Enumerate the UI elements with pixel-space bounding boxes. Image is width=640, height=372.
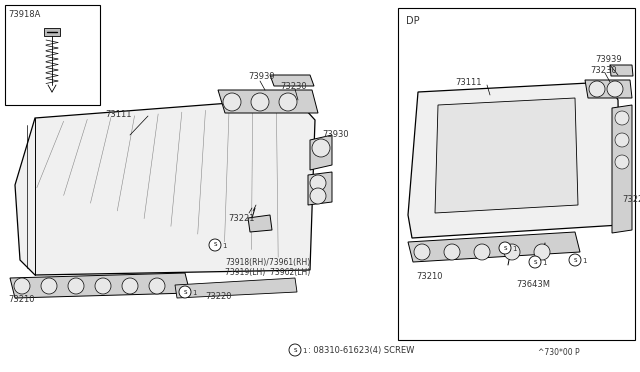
Bar xyxy=(5,5,100,105)
Text: 73210: 73210 xyxy=(416,272,442,281)
Text: : 08310-61623(4) SCREW: : 08310-61623(4) SCREW xyxy=(308,346,414,355)
Bar xyxy=(398,8,635,340)
Circle shape xyxy=(209,239,221,251)
Text: 73230: 73230 xyxy=(280,82,307,91)
Text: 73210: 73210 xyxy=(8,295,35,304)
Circle shape xyxy=(149,278,165,294)
Circle shape xyxy=(444,244,460,260)
Text: DP: DP xyxy=(406,16,420,26)
Circle shape xyxy=(179,286,191,298)
Circle shape xyxy=(607,81,623,97)
Circle shape xyxy=(310,175,326,191)
Text: 73939: 73939 xyxy=(595,55,621,64)
Circle shape xyxy=(41,278,57,294)
Text: S: S xyxy=(533,260,537,264)
Polygon shape xyxy=(310,135,332,170)
Text: S: S xyxy=(573,257,577,263)
Polygon shape xyxy=(218,90,318,113)
Polygon shape xyxy=(435,98,578,213)
Circle shape xyxy=(14,278,30,294)
Circle shape xyxy=(615,133,629,147)
Text: 73111: 73111 xyxy=(105,110,131,119)
Text: 73918A: 73918A xyxy=(8,10,40,19)
Circle shape xyxy=(529,256,541,268)
Polygon shape xyxy=(612,105,632,233)
Text: 1: 1 xyxy=(302,348,307,354)
Text: S: S xyxy=(503,246,507,250)
Circle shape xyxy=(615,155,629,169)
Circle shape xyxy=(499,242,511,254)
Polygon shape xyxy=(270,75,314,86)
Circle shape xyxy=(589,81,605,97)
Text: 73939: 73939 xyxy=(248,72,275,81)
Circle shape xyxy=(223,93,241,111)
Text: 73111: 73111 xyxy=(455,78,481,87)
Polygon shape xyxy=(248,215,272,232)
Text: S: S xyxy=(213,243,217,247)
Polygon shape xyxy=(10,273,190,298)
Circle shape xyxy=(95,278,111,294)
Polygon shape xyxy=(308,172,332,205)
Text: 73230: 73230 xyxy=(590,66,616,75)
Circle shape xyxy=(615,111,629,125)
Text: S: S xyxy=(293,347,297,353)
Circle shape xyxy=(534,244,550,260)
Text: 1: 1 xyxy=(192,290,196,296)
Circle shape xyxy=(569,254,581,266)
Circle shape xyxy=(504,244,520,260)
Text: 73918(RH)/73961(RH): 73918(RH)/73961(RH) xyxy=(225,258,310,267)
Polygon shape xyxy=(15,98,315,275)
Text: 1: 1 xyxy=(512,246,516,252)
Polygon shape xyxy=(408,82,620,238)
Text: 73220: 73220 xyxy=(205,292,232,301)
Text: 1: 1 xyxy=(222,243,227,249)
Polygon shape xyxy=(175,278,297,298)
Circle shape xyxy=(68,278,84,294)
Circle shape xyxy=(414,244,430,260)
Polygon shape xyxy=(408,232,580,262)
Polygon shape xyxy=(610,65,633,76)
Circle shape xyxy=(312,139,330,157)
Circle shape xyxy=(251,93,269,111)
Text: 73221: 73221 xyxy=(622,195,640,204)
Circle shape xyxy=(474,244,490,260)
Polygon shape xyxy=(44,28,60,36)
Text: 1: 1 xyxy=(542,260,547,266)
Text: 73643M: 73643M xyxy=(516,280,550,289)
Text: ^730*00 P: ^730*00 P xyxy=(538,348,580,357)
Text: S: S xyxy=(183,289,187,295)
Text: 1: 1 xyxy=(582,258,586,264)
Text: 73221: 73221 xyxy=(228,214,255,223)
Text: 73930: 73930 xyxy=(322,130,349,139)
Circle shape xyxy=(310,188,326,204)
Polygon shape xyxy=(585,80,632,98)
Circle shape xyxy=(279,93,297,111)
Text: 73919(LH)  73962(LH): 73919(LH) 73962(LH) xyxy=(225,268,310,277)
Circle shape xyxy=(289,344,301,356)
Circle shape xyxy=(122,278,138,294)
